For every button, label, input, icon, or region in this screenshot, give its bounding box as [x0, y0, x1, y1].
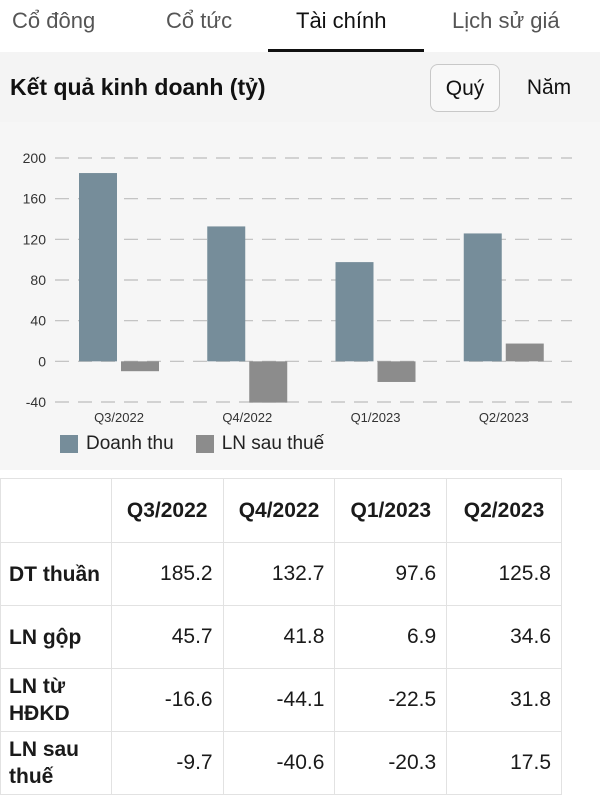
bar-revenue: [79, 173, 117, 362]
x-tick-label: Q1/2023: [351, 410, 401, 425]
year-toggle-button[interactable]: Năm: [526, 76, 572, 99]
table-header-q1-2023: Q1/2023: [334, 478, 448, 543]
chart-area: 200 160 120 80 40 0 -40 Q3/2022 Q4/2022 Q1/2023 Q2…: [0, 122, 600, 470]
y-tick-label: 200: [23, 150, 47, 166]
table-header-empty: [0, 478, 112, 543]
bar-revenue: [463, 233, 502, 362]
bar-profit: [505, 343, 544, 362]
table-cell: -44.1: [222, 668, 336, 732]
table-header-q4-2022: Q4/2022: [222, 478, 336, 543]
y-tick-label: 40: [30, 313, 46, 329]
table-cell: 41.8: [222, 605, 336, 669]
row-label-line: LN gộp: [9, 625, 82, 649]
tab-lich-su-gia[interactable]: Lịch sử giá: [452, 8, 560, 33]
y-tick-label: 160: [23, 191, 47, 207]
table-cell: 132.7: [222, 542, 336, 606]
chart-legend: Doanh thu LN sau thuế: [60, 430, 346, 458]
table-cell: -40.6: [222, 731, 336, 795]
table-cell: 125.8: [446, 542, 562, 606]
results-table: Q3/2022 Q4/2022 Q1/2023 Q2/2023 DT thuần…: [0, 478, 562, 795]
legend-item-revenue: Doanh thu: [60, 433, 174, 455]
y-tick-label: -40: [26, 394, 46, 410]
table-cell: 185.2: [110, 542, 224, 606]
bar-profit: [377, 361, 416, 382]
legend-swatch-revenue: [60, 435, 78, 453]
bar-profit: [249, 361, 288, 403]
row-label-line: HĐKD: [9, 702, 70, 725]
row-label-line: thuế: [9, 765, 54, 788]
table-cell: -20.3: [334, 731, 448, 795]
y-tick-label: 80: [30, 272, 46, 288]
table-row: LN sau thuế -9.7 -40.6 -20.3 17.5: [0, 731, 562, 795]
x-tick-label: Q3/2022: [94, 410, 144, 425]
x-tick-label: Q2/2023: [479, 410, 529, 425]
table-cell: 31.8: [446, 668, 562, 732]
table-row: LN gộp 45.7 41.8 6.9 34.6: [0, 605, 562, 669]
row-label-ln-gop: LN gộp: [0, 605, 112, 669]
table-cell: 6.9: [334, 605, 448, 669]
table-row: DT thuần 185.2 132.7 97.6 125.8: [0, 542, 562, 606]
table-cell: 97.6: [334, 542, 448, 606]
quarter-toggle-button[interactable]: Quý: [430, 64, 500, 112]
y-tick-label: 0: [38, 353, 46, 369]
table-cell: -22.5: [334, 668, 448, 732]
table-cell: 45.7: [110, 605, 224, 669]
legend-item-profit: LN sau thuế: [195, 433, 325, 455]
section-header: Kết quả kinh doanh (tỷ) Quý Năm: [0, 52, 600, 122]
tab-tai-chinh[interactable]: Tài chính: [296, 8, 387, 33]
row-label-line: DT thuần: [9, 562, 100, 586]
row-label-ln-sau-thue: LN sau thuế: [0, 731, 112, 795]
legend-label-profit: LN sau thuế: [221, 433, 325, 454]
table-header-q3-2022: Q3/2022: [110, 478, 224, 543]
x-tick-label: Q4/2022: [222, 410, 272, 425]
bar-revenue: [335, 262, 374, 362]
bar-profit: [121, 361, 159, 372]
tab-co-dong[interactable]: Cổ đông: [12, 8, 96, 33]
table-header-q2-2023: Q2/2023: [446, 478, 562, 543]
y-tick-label: 120: [23, 231, 47, 247]
table-row: LN từ HĐKD -16.6 -44.1 -22.5 31.8: [0, 668, 562, 732]
tab-bar: Cổ đông Cổ tức Tài chính Lịch sử giá: [0, 0, 600, 52]
row-label-line: LN từ: [9, 675, 66, 698]
table-cell: 17.5: [446, 731, 562, 795]
row-label-ln-tu-hdkd: LN từ HĐKD: [0, 668, 112, 732]
tab-co-tuc[interactable]: Cổ tức: [166, 8, 233, 33]
table-cell: -16.6: [110, 668, 224, 732]
row-label-dt-thuan: DT thuần: [0, 542, 112, 606]
table-header-row: Q3/2022 Q4/2022 Q1/2023 Q2/2023: [0, 478, 562, 543]
table-cell: -9.7: [110, 731, 224, 795]
section-title: Kết quả kinh doanh (tỷ): [10, 74, 266, 100]
row-label-line: LN sau: [9, 738, 80, 761]
table-cell: 34.6: [446, 605, 562, 669]
active-tab-indicator: [268, 49, 424, 52]
results-table-wrap: Q3/2022 Q4/2022 Q1/2023 Q2/2023 DT thuần…: [0, 478, 562, 795]
legend-label-revenue: Doanh thu: [86, 433, 174, 454]
business-results-chart: 200 160 120 80 40 0 -40 Q3/2022 Q4/2022 Q1/2023 Q2…: [23, 150, 572, 425]
legend-swatch-profit: [195, 435, 214, 453]
bar-revenue: [207, 226, 246, 362]
